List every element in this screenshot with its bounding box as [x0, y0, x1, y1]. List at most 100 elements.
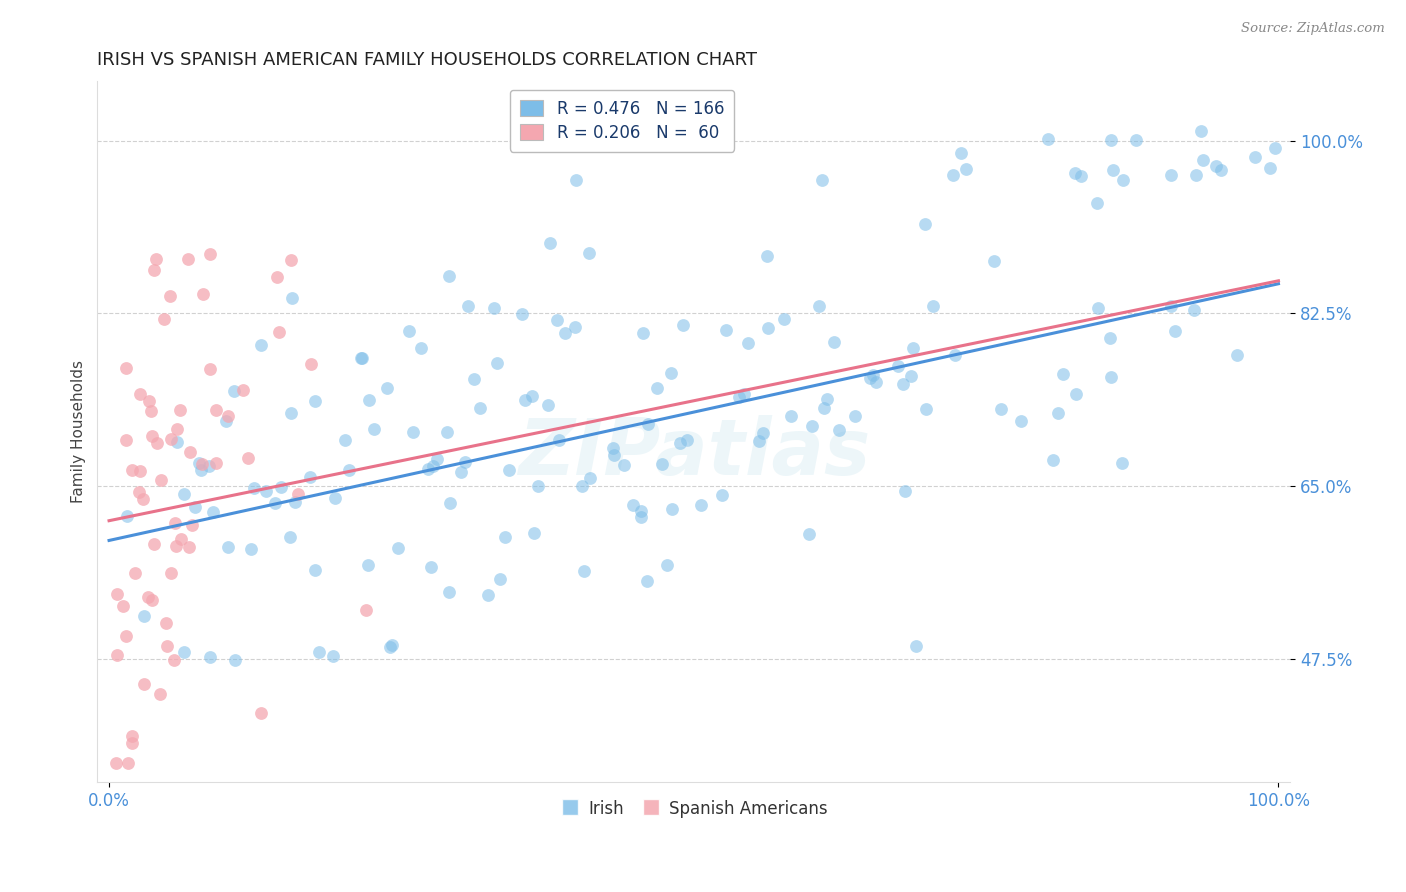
Point	[780, 409, 803, 424]
Point	[887, 359, 910, 373]
Point	[121, 463, 143, 477]
Point	[463, 372, 485, 386]
Point	[173, 645, 195, 659]
Point	[636, 574, 658, 588]
Point	[751, 425, 773, 440]
Point	[630, 504, 652, 518]
Point	[571, 479, 593, 493]
Point	[105, 648, 128, 663]
Point	[1182, 303, 1205, 318]
Point	[1226, 348, 1249, 362]
Point	[129, 387, 152, 401]
Point	[756, 321, 779, 335]
Point	[903, 341, 925, 355]
Point	[1211, 162, 1233, 177]
Point	[359, 392, 381, 407]
Point	[250, 706, 273, 721]
Point	[217, 541, 239, 555]
Point	[1184, 169, 1206, 183]
Point	[1070, 169, 1092, 184]
Point	[1066, 387, 1088, 401]
Point	[546, 313, 568, 327]
Point	[114, 361, 136, 376]
Point	[299, 357, 322, 371]
Point	[378, 640, 401, 655]
Text: ZIPatlas: ZIPatlas	[517, 415, 870, 491]
Point	[904, 640, 927, 654]
Point	[128, 485, 150, 500]
Point	[710, 487, 733, 501]
Point	[716, 323, 738, 337]
Point	[943, 348, 966, 362]
Point	[121, 729, 143, 743]
Point	[352, 351, 374, 365]
Point	[129, 464, 152, 478]
Point	[114, 433, 136, 447]
Point	[1244, 150, 1267, 164]
Point	[198, 649, 221, 664]
Point	[494, 531, 516, 545]
Point	[844, 409, 866, 423]
Point	[468, 401, 491, 415]
Point	[198, 459, 221, 474]
Point	[304, 563, 326, 577]
Point	[651, 457, 673, 471]
Point	[222, 384, 245, 398]
Y-axis label: Family Households: Family Households	[72, 360, 86, 503]
Point	[145, 252, 167, 266]
Point	[418, 462, 440, 476]
Text: Source: ZipAtlas.com: Source: ZipAtlas.com	[1241, 22, 1385, 36]
Point	[280, 406, 302, 420]
Point	[914, 217, 936, 231]
Point	[672, 318, 695, 333]
Point	[1010, 414, 1032, 428]
Point	[224, 653, 246, 667]
Point	[477, 588, 499, 602]
Point	[170, 533, 193, 547]
Point	[631, 326, 654, 340]
Point	[811, 173, 834, 187]
Point	[564, 319, 586, 334]
Point	[602, 441, 624, 455]
Point	[143, 536, 166, 550]
Point	[548, 433, 571, 447]
Point	[823, 335, 845, 350]
Point	[159, 289, 181, 303]
Point	[381, 638, 404, 652]
Point	[112, 599, 135, 613]
Point	[166, 422, 188, 436]
Point	[243, 482, 266, 496]
Point	[485, 356, 508, 370]
Point	[565, 172, 588, 186]
Point	[894, 483, 917, 498]
Point	[498, 463, 520, 477]
Point	[893, 376, 915, 391]
Point	[536, 398, 558, 412]
Point	[457, 299, 479, 313]
Point	[350, 351, 373, 365]
Point	[281, 291, 304, 305]
Point	[921, 299, 943, 313]
Point	[141, 428, 163, 442]
Point	[527, 479, 550, 493]
Point	[955, 162, 977, 177]
Point	[815, 392, 838, 406]
Point	[190, 458, 212, 472]
Point	[190, 462, 212, 476]
Point	[799, 527, 821, 541]
Point	[1164, 324, 1187, 338]
Point	[1038, 132, 1060, 146]
Point	[278, 530, 301, 544]
Point	[1101, 162, 1123, 177]
Point	[983, 254, 1005, 268]
Point	[200, 362, 222, 376]
Point	[191, 286, 214, 301]
Point	[773, 311, 796, 326]
Point	[145, 436, 167, 450]
Point	[1087, 301, 1109, 315]
Point	[398, 324, 420, 338]
Point	[1099, 370, 1122, 384]
Point	[1042, 452, 1064, 467]
Point	[578, 246, 600, 260]
Point	[1111, 456, 1133, 470]
